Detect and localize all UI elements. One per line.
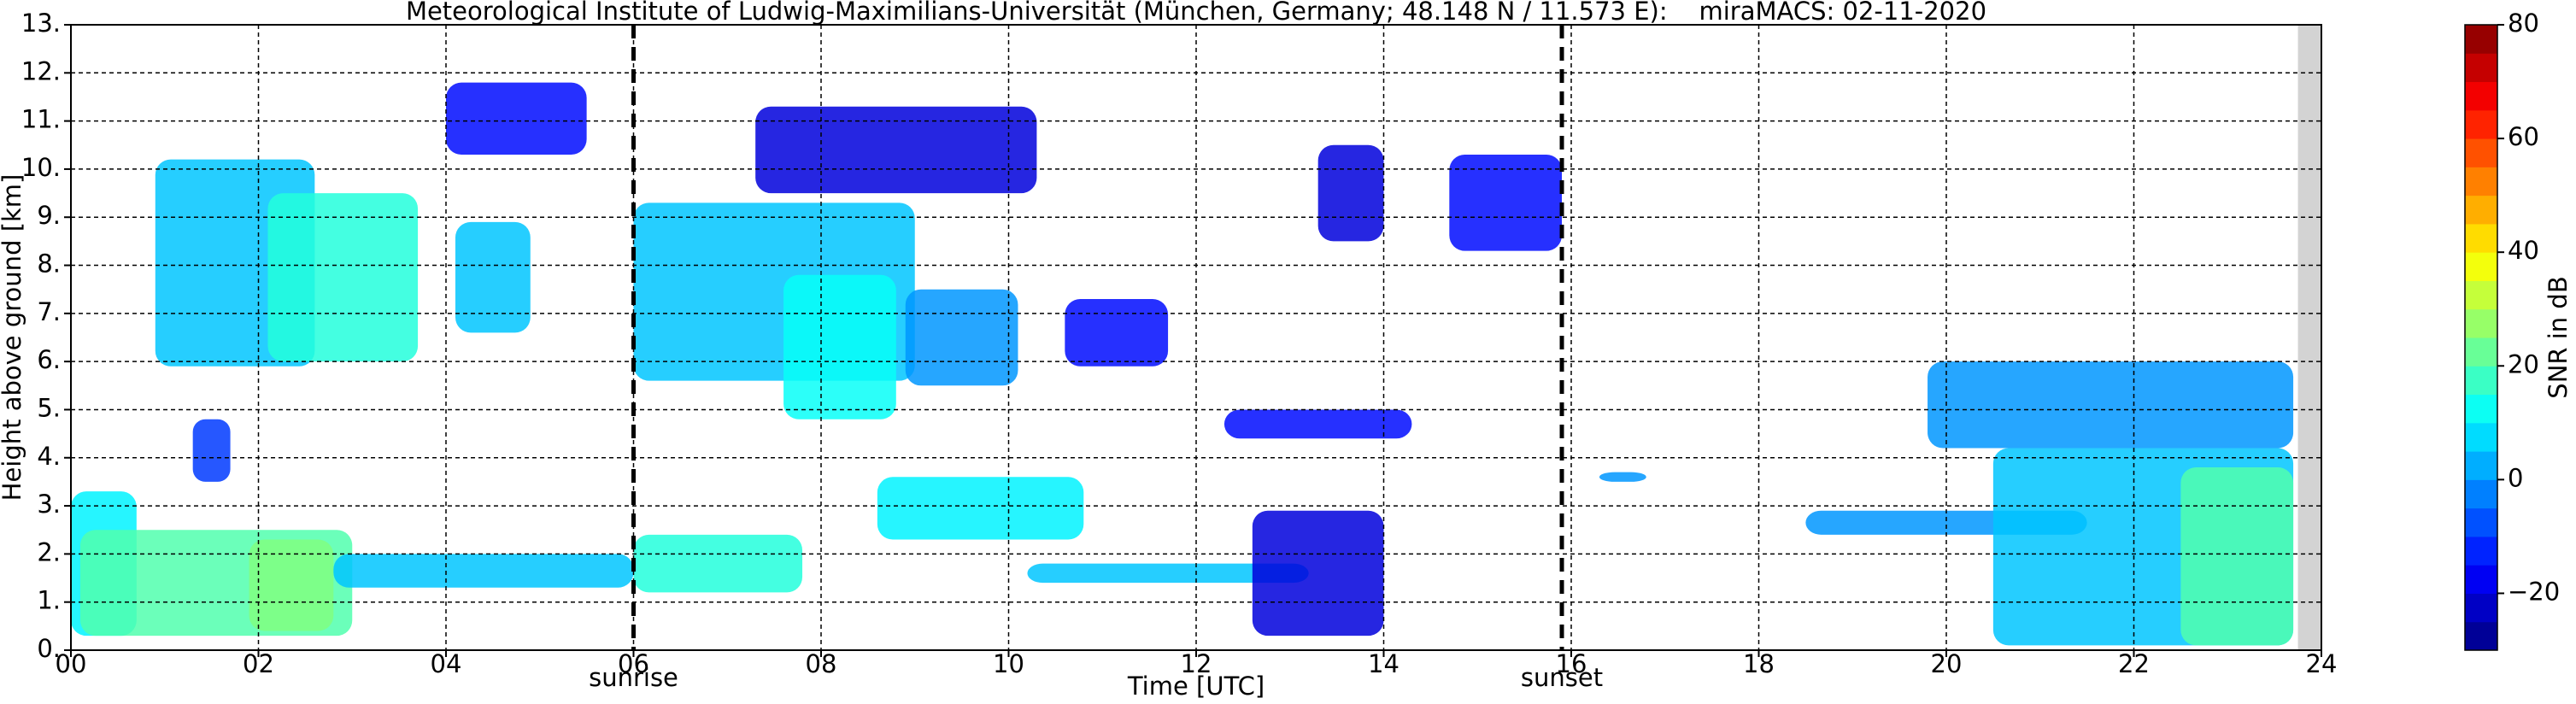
y-tick-label: 13. bbox=[21, 9, 61, 38]
plot-frame bbox=[70, 24, 2322, 651]
x-tick-label: 12 bbox=[1181, 649, 1212, 678]
colorbar-band bbox=[2465, 195, 2497, 225]
radar-echo bbox=[905, 289, 1018, 386]
y-tick-label: 11. bbox=[21, 105, 61, 134]
x-tick-label: 16 bbox=[1556, 649, 1587, 678]
x-tick-label: 10 bbox=[993, 649, 1024, 678]
event-label: sunset bbox=[1521, 663, 1603, 692]
radar-echo bbox=[1065, 298, 1169, 367]
y-tick-label: 9. bbox=[37, 201, 61, 230]
colorbar-frame bbox=[2464, 24, 2498, 651]
colorbar-band bbox=[2465, 394, 2497, 424]
colorbar-band bbox=[2465, 167, 2497, 197]
colorbar-band bbox=[2465, 109, 2497, 139]
x-tick-label: 02 bbox=[243, 649, 274, 678]
radar-echo bbox=[633, 534, 803, 593]
radar-echo bbox=[1317, 144, 1384, 242]
y-tick-label: 6. bbox=[37, 345, 61, 374]
radar-echo bbox=[783, 274, 896, 419]
radar-echo bbox=[333, 554, 634, 588]
radar-echo bbox=[1223, 409, 1412, 439]
colorbar-band bbox=[2465, 138, 2497, 167]
event-label: sunrise bbox=[589, 663, 678, 692]
radar-echo bbox=[1599, 472, 1646, 482]
y-tick-label: 0. bbox=[37, 634, 61, 663]
y-tick-label: 3. bbox=[37, 490, 61, 519]
y-tick-label: 2. bbox=[37, 537, 61, 566]
radar-echo bbox=[192, 419, 231, 482]
colorbar-band bbox=[2465, 451, 2497, 480]
x-tick-label: 08 bbox=[806, 649, 837, 678]
radar-echo bbox=[1027, 563, 1309, 584]
colorbar-tick-label: 40 bbox=[2508, 236, 2539, 265]
colorbar-band bbox=[2465, 479, 2497, 509]
x-tick-label: 22 bbox=[2118, 649, 2150, 678]
y-tick-label: 4. bbox=[37, 442, 61, 471]
radar-echo bbox=[2180, 467, 2294, 646]
radar-echo bbox=[455, 221, 531, 333]
colorbar-tick-label: 0 bbox=[2508, 463, 2523, 492]
radar-echo bbox=[267, 193, 419, 362]
colorbar-band bbox=[2465, 280, 2497, 310]
colorbar-band bbox=[2465, 337, 2497, 367]
x-tick-label: 06 bbox=[618, 649, 649, 678]
y-tick-label: 8. bbox=[37, 249, 61, 279]
colorbar-label: SNR in dB bbox=[2544, 276, 2573, 398]
x-tick-label: 18 bbox=[1743, 649, 1775, 678]
x-tick-label: 20 bbox=[1931, 649, 1963, 678]
colorbar-tick-label: −20 bbox=[2508, 577, 2560, 606]
radar-echo bbox=[877, 477, 1084, 540]
colorbar-band bbox=[2465, 565, 2497, 594]
y-axis-label: Height above ground [km] bbox=[0, 174, 26, 502]
x-tick-label: 24 bbox=[2306, 649, 2338, 678]
colorbar-band bbox=[2465, 53, 2497, 83]
radar-echo bbox=[755, 106, 1037, 194]
no-data-region bbox=[2297, 25, 2321, 650]
radar-echo bbox=[249, 539, 334, 631]
radar-echo bbox=[446, 82, 587, 155]
y-tick-label: 7. bbox=[37, 297, 61, 326]
y-tick-label: 5. bbox=[37, 393, 61, 422]
x-tick-label: 04 bbox=[431, 649, 462, 678]
colorbar-band bbox=[2465, 252, 2497, 281]
colorbar-band bbox=[2465, 366, 2497, 396]
colorbar-band bbox=[2465, 25, 2497, 54]
colorbar-band bbox=[2465, 308, 2497, 338]
radar-echo bbox=[1928, 361, 2294, 449]
colorbar-tick-label: 20 bbox=[2508, 349, 2539, 378]
colorbar-band bbox=[2465, 422, 2497, 452]
colorbar-band bbox=[2465, 621, 2497, 651]
colorbar-band bbox=[2465, 593, 2497, 623]
colorbar-band bbox=[2465, 81, 2497, 111]
colorbar-tick-label: 80 bbox=[2508, 9, 2539, 38]
radar-echo bbox=[1449, 155, 1563, 251]
y-tick-label: 1. bbox=[37, 586, 61, 615]
x-tick-label: 14 bbox=[1368, 649, 1399, 678]
y-tick-label: 12. bbox=[21, 56, 61, 85]
x-tick-label: 00 bbox=[56, 649, 87, 678]
colorbar-band bbox=[2465, 223, 2497, 253]
colorbar-band bbox=[2465, 507, 2497, 537]
radar-echo bbox=[1252, 510, 1384, 637]
colorbar-band bbox=[2465, 536, 2497, 566]
colorbar-tick-label: 60 bbox=[2508, 122, 2539, 151]
y-tick-label: 10. bbox=[21, 153, 61, 182]
x-axis-label: Time [UTC] bbox=[1127, 672, 1265, 701]
chart-title: Meteorological Institute of Ludwig-Maxim… bbox=[406, 0, 1986, 26]
